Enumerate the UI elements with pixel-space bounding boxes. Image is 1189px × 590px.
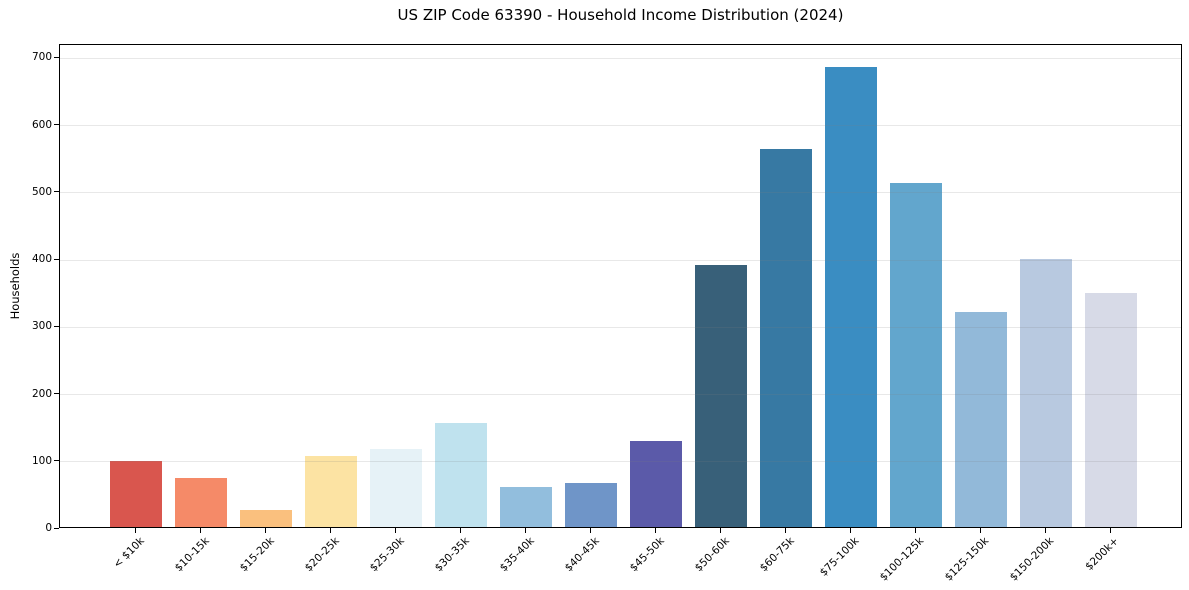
- x-tick-mark: [590, 528, 591, 533]
- chart-title: US ZIP Code 63390 - Household Income Dis…: [397, 6, 844, 24]
- gridline: [60, 259, 1181, 261]
- x-tick-mark: [1045, 528, 1046, 533]
- bar: [695, 264, 747, 527]
- y-tick-label: 0: [45, 522, 52, 534]
- x-tick-label: $125-150k: [942, 535, 992, 584]
- bar: [240, 510, 292, 527]
- x-tick-label: < $10k: [110, 535, 147, 571]
- y-tick-mark: [54, 325, 59, 327]
- x-tick-mark: [980, 528, 981, 533]
- plot-area: [59, 44, 1182, 528]
- x-tick-mark: [1110, 528, 1111, 533]
- x-tick-label: $60-75k: [757, 535, 797, 575]
- bar: [890, 182, 942, 527]
- gridline: [60, 461, 1181, 463]
- x-tick-label: $100-125k: [877, 535, 927, 584]
- x-tick-label: $20-25k: [302, 535, 342, 575]
- x-tick-mark: [655, 528, 656, 533]
- x-tick-label: $15-20k: [237, 535, 277, 575]
- x-tick-label: $40-45k: [562, 535, 602, 575]
- x-tick-mark: [785, 528, 786, 533]
- x-tick-label: $35-40k: [497, 535, 537, 575]
- gridline: [60, 326, 1181, 328]
- y-tick-label: 700: [31, 51, 52, 64]
- bar: [110, 461, 162, 527]
- y-tick-label: 300: [31, 320, 52, 333]
- bar: [565, 482, 617, 527]
- x-tick-mark: [135, 528, 136, 533]
- bar: [1020, 259, 1072, 527]
- x-tick-label: $30-35k: [432, 535, 472, 575]
- gridline: [60, 57, 1181, 59]
- y-tick-label: 400: [31, 253, 52, 266]
- x-tick-mark: [915, 528, 916, 533]
- bar: [175, 477, 227, 527]
- y-tick-mark: [54, 393, 59, 395]
- x-tick-mark: [200, 528, 201, 533]
- x-tick-label: $75-100k: [817, 535, 862, 579]
- x-tick-mark: [850, 528, 851, 533]
- bar: [305, 456, 357, 527]
- y-tick-mark: [54, 191, 59, 193]
- x-tick-mark: [460, 528, 461, 533]
- bar: [435, 423, 487, 527]
- x-tick-mark: [265, 528, 266, 533]
- x-tick-label: $150-200k: [1007, 535, 1057, 584]
- bar: [370, 449, 422, 527]
- x-tick-mark: [395, 528, 396, 533]
- gridline: [60, 394, 1181, 396]
- y-tick-mark: [54, 258, 59, 260]
- bar: [955, 311, 1007, 527]
- bar: [1085, 293, 1137, 527]
- y-tick-label: 500: [31, 185, 52, 198]
- bar: [760, 148, 812, 527]
- y-tick-label: 200: [31, 387, 52, 400]
- bar: [500, 486, 552, 527]
- x-tick-label: $200k+: [1083, 535, 1122, 573]
- y-tick-label: 600: [31, 118, 52, 131]
- x-tick-mark: [720, 528, 721, 533]
- x-tick-label: $50-60k: [692, 535, 732, 575]
- y-tick-mark: [54, 527, 59, 529]
- x-tick-label: $25-30k: [367, 535, 407, 575]
- bar: [630, 440, 682, 527]
- gridline: [60, 192, 1181, 194]
- y-tick-mark: [54, 460, 59, 462]
- gridline: [60, 125, 1181, 127]
- x-tick-mark: [525, 528, 526, 533]
- y-tick-mark: [54, 124, 59, 126]
- y-tick-label: 100: [31, 454, 52, 467]
- x-tick-mark: [330, 528, 331, 533]
- bar: [825, 66, 877, 527]
- y-tick-mark: [54, 56, 59, 58]
- x-tick-label: $10-15k: [172, 535, 212, 575]
- x-tick-label: $45-50k: [627, 535, 667, 575]
